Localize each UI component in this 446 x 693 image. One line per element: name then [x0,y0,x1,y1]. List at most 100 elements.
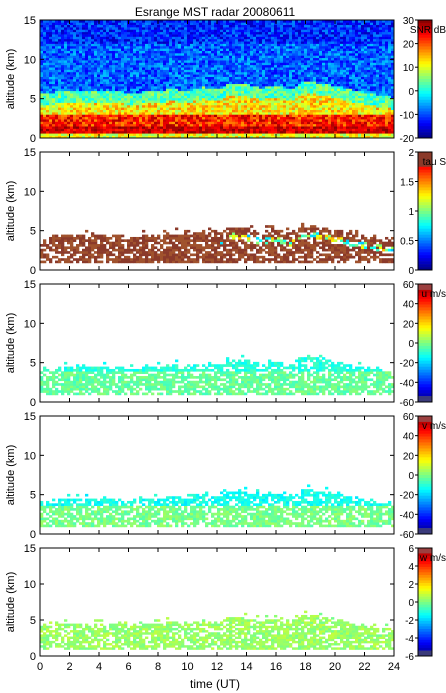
field-cell [46,104,50,108]
field-cell [304,69,308,73]
field-cell [241,128,245,132]
field-cell [259,69,263,73]
field-cell [109,119,113,122]
field-cell [217,41,221,44]
field-cell [283,102,287,106]
field-cell [52,41,56,44]
field-cell [202,74,206,77]
field-cell [202,123,206,127]
field-cell [184,74,188,77]
field-cell [310,107,314,110]
field-cell [145,109,149,113]
field-cell [70,62,74,66]
field-cell [58,128,62,132]
field-cell [334,102,338,106]
field-cell [172,55,176,59]
field-cell [124,79,128,82]
field-cell [217,112,221,115]
field-cell [316,36,320,40]
field-cell [184,102,188,106]
field-cell [232,74,236,77]
field-cell [106,95,110,99]
field-cell [316,41,320,44]
field-cell [313,114,317,118]
field-cell [322,112,326,115]
field-cell [199,64,203,68]
field-cell [241,41,245,44]
field-cell [70,112,74,115]
field-cell [247,53,251,56]
field-cell [142,135,146,139]
field-cell [91,123,95,127]
field-cell [226,41,230,44]
field-cell [253,83,257,87]
field-cell [256,22,260,26]
field-cell [331,29,335,33]
field-cell [280,57,284,61]
field-cell [187,53,191,56]
field-cell [49,27,53,30]
field-cell [229,109,233,113]
field-cell [238,83,242,87]
field-cell [127,86,131,89]
field-cell [286,123,290,127]
field-cell [337,38,341,42]
field-cell [220,104,224,108]
field-cell [316,88,320,92]
field-cell [283,24,287,28]
field-cell [52,67,56,70]
field-cell [193,34,197,37]
field-cell [235,41,239,44]
field-cell [232,67,236,70]
field-cell [109,97,113,101]
field-cell [307,112,311,115]
field-cell [61,29,65,33]
field-cell [46,95,50,99]
field-cell [163,135,167,139]
field-cell [40,123,44,127]
field-cell [274,38,278,42]
field-cell [271,90,275,94]
field-cell [160,126,164,129]
field-cell [124,104,128,108]
field-cell [304,43,308,47]
field-cell [55,62,59,66]
field-cell [118,88,122,92]
field-cell [88,133,92,136]
field-cell [328,38,332,42]
field-cell [85,24,89,28]
field-cell [325,41,329,44]
field-cell [226,31,230,35]
field-cell [334,36,338,40]
field-cell [136,22,140,26]
field-cell [127,104,131,108]
field-cell [148,126,152,129]
field-cell [301,41,305,44]
field-cell [271,104,275,108]
field-cell [211,114,215,118]
field-cell [262,119,266,122]
field-cell [157,130,161,134]
field-cell [205,104,209,108]
field-cell [307,62,311,66]
field-cell [268,107,272,110]
field-cell [106,20,110,23]
field-cell [277,24,281,28]
field-cell [304,86,308,89]
field-cell [322,48,326,51]
field-cell [97,95,101,99]
field-cell [325,64,329,68]
field-cell [55,34,59,37]
field-cell [73,29,77,33]
field-cell [49,79,53,82]
field-cell [157,43,161,47]
field-cell [265,81,269,85]
field-cell [241,57,245,61]
field-cell [274,43,278,47]
field-cell [184,116,188,120]
field-cell [328,81,332,85]
field-cell [301,112,305,115]
field-cell [130,22,134,26]
field-cell [304,45,308,49]
field-cell [94,107,98,110]
